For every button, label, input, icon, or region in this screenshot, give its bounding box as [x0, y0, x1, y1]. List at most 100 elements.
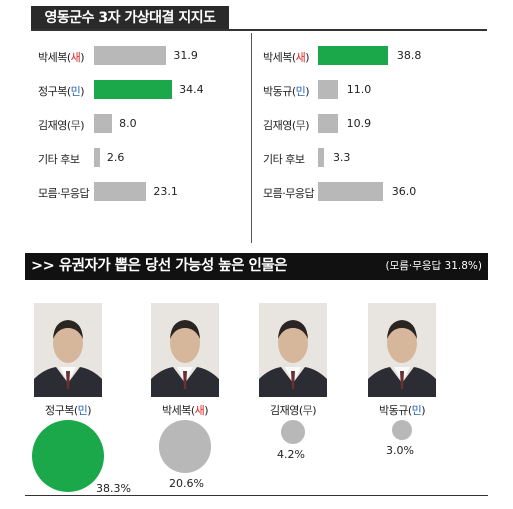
title-rule: [31, 29, 487, 31]
bar-value-label: 8.0: [119, 117, 137, 130]
candidate-name: 모름·무응답: [263, 187, 315, 200]
bar-label: 모름·무응답: [38, 185, 90, 201]
bar-value-label: 36.0: [391, 185, 417, 198]
candidate-label: 박동규(민): [367, 402, 437, 418]
candidate-photo: [259, 303, 327, 397]
bar-value-label: 2.6: [106, 151, 125, 164]
paren-close: ): [80, 85, 85, 98]
paren-open: (: [190, 404, 195, 417]
paren-open: (: [66, 51, 71, 64]
right-bar-chart: 박세복(새) 38.8 박동규(민) 11.0 김재영(무) 10.9 기타 후보 3.3 모름…: [0, 0, 513, 250]
bar-label: 김재영(무): [38, 117, 85, 133]
bottom-rule: [25, 495, 488, 496]
bar: [318, 148, 324, 167]
paren-close: ): [305, 119, 310, 132]
bar-label: 기타 후보: [38, 151, 80, 167]
candidate-name: 기타 후보: [263, 153, 305, 166]
candidate-name: 김재영: [38, 119, 67, 132]
bar-label: 기타 후보: [263, 151, 305, 167]
bar: [318, 182, 383, 201]
party-label: 민: [77, 404, 88, 417]
paren-open: (: [291, 51, 296, 64]
percent-label: 20.6%: [169, 476, 204, 490]
bar: [318, 46, 388, 65]
bar-label: 김재영(무): [263, 117, 310, 133]
bar: [318, 114, 338, 133]
candidate-label: 김재영(무): [258, 402, 328, 418]
paren-close: ): [80, 51, 85, 64]
paren-close: ): [87, 404, 92, 417]
paren-close: ): [305, 85, 310, 98]
candidate-name: 박동규: [378, 404, 408, 417]
bubble: [391, 420, 413, 441]
candidate-name: 김재영: [269, 404, 299, 417]
paren-open: (: [298, 404, 303, 417]
bar-label: 박동규(민): [263, 83, 310, 99]
paren-open: (: [407, 404, 412, 417]
paren-open: (: [73, 404, 78, 417]
party-label: 무: [295, 119, 306, 132]
party-label: 새: [194, 404, 205, 417]
bubble: [281, 420, 305, 444]
candidate-name: 박세복: [263, 51, 292, 64]
candidate-name: 기타 후보: [38, 153, 80, 166]
percent-label: 4.2%: [277, 447, 305, 461]
party-label: 무: [302, 404, 313, 417]
party-label: 민: [411, 404, 422, 417]
paren-close: ): [204, 404, 209, 417]
candidate-name: 모름·무응답: [38, 187, 90, 200]
candidate-name: 박동규: [263, 85, 292, 98]
candidate-photo: [151, 303, 219, 397]
paren-close: ): [80, 119, 85, 132]
candidate-photo: [368, 303, 436, 397]
paren-close: ): [421, 404, 426, 417]
party-label: 새: [295, 51, 306, 64]
paren-close: ): [305, 51, 310, 64]
paren-close: ): [312, 404, 317, 417]
bar-value-label: 11.0: [346, 83, 372, 96]
paren-open: (: [291, 119, 296, 132]
chart-title: 영동군수 3자 가상대결 지지도: [31, 6, 229, 30]
section-note: (모름·무응답 31.8%): [385, 260, 482, 272]
bar-value-label: 31.9: [173, 49, 198, 62]
paren-open: (: [66, 119, 71, 132]
bar-label: 박세복(새): [38, 49, 85, 65]
percent-label: 3.0%: [386, 444, 414, 458]
chart-divider: [251, 33, 252, 243]
candidate-name: 정구복: [38, 85, 67, 98]
section-title: >> 유권자가 뽑은 당선 가능성 높은 인물은: [31, 258, 288, 274]
bar: [318, 80, 338, 99]
bar-label: 박세복(새): [263, 49, 310, 65]
percent-label: 38.3%: [96, 482, 131, 495]
bar: [94, 148, 100, 167]
bar-value-label: 23.1: [153, 185, 178, 198]
candidate-name: 김재영: [263, 119, 292, 132]
candidate-label: 정구복(민): [33, 402, 103, 418]
candidate-label: 박세복(새): [150, 402, 220, 418]
section-header: >> 유권자가 뽑은 당선 가능성 높은 인물은 (모름·무응답 31.8%): [25, 253, 488, 280]
candidate-name: 정구복: [44, 404, 74, 417]
bar: [94, 114, 113, 133]
bar: [94, 182, 147, 201]
party-label: 새: [70, 51, 81, 64]
bubble: [158, 420, 212, 473]
paren-open: (: [66, 85, 71, 98]
bar-value-label: 38.8: [396, 49, 422, 62]
bar-label: 모름·무응답: [263, 185, 315, 201]
party-label: 민: [70, 85, 81, 98]
bar: [94, 46, 167, 65]
party-label: 무: [70, 119, 81, 132]
bar-value-label: 10.9: [346, 117, 372, 130]
bar-label: 정구복(민): [38, 83, 85, 99]
party-label: 민: [295, 85, 306, 98]
bubble: [32, 420, 104, 492]
candidate-name: 박세복: [38, 51, 67, 64]
bar-value-label: 3.3: [332, 151, 351, 164]
candidate-photo: [34, 303, 102, 397]
paren-open: (: [291, 85, 296, 98]
left-bar-chart: 박세복(새) 31.9 정구복(민) 34.4 김재영(무) 8.0 기타 후보 2.6 모름·…: [0, 0, 252, 250]
candidate-name: 박세복: [161, 404, 191, 417]
bar: [94, 80, 173, 99]
bar-value-label: 34.4: [179, 83, 204, 96]
